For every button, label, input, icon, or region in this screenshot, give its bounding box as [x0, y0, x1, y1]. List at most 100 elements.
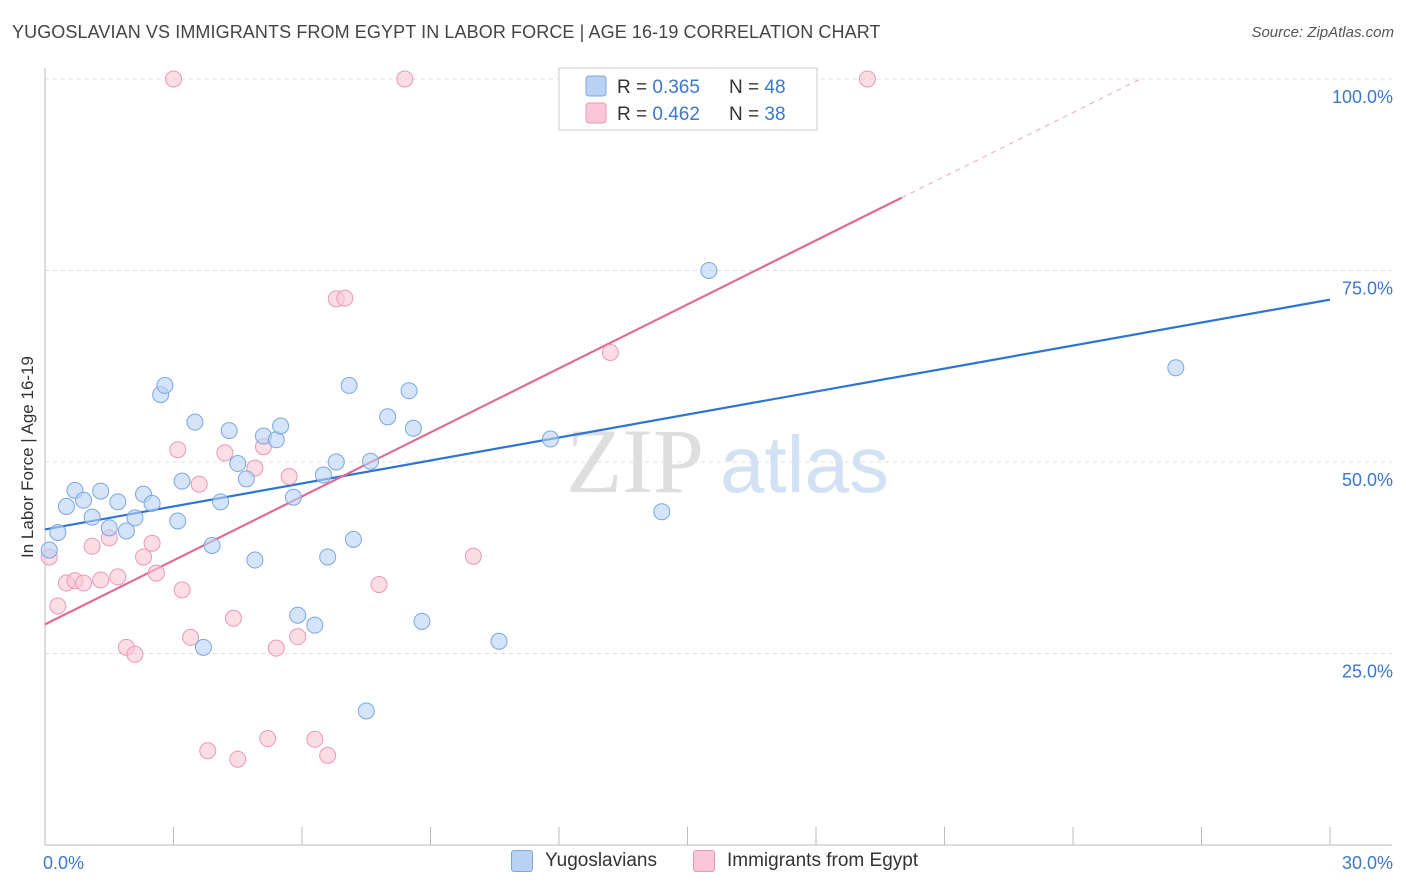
y-tick-label: 100.0% [1332, 87, 1393, 107]
svg-text:R = 0.365: R = 0.365 [617, 77, 700, 98]
watermark: ZIP atlas [566, 410, 889, 512]
egypt-point [75, 574, 93, 592]
yugoslavian-point [344, 530, 362, 548]
y-axis-label: In Labor Force | Age 16-19 [18, 356, 37, 558]
y-tick-label: 50.0% [1342, 470, 1393, 490]
svg-text:R = 0.462: R = 0.462 [617, 104, 700, 125]
yugoslavian-point [357, 702, 375, 720]
series-legend: Yugoslavians Immigrants from Egypt [0, 850, 1406, 880]
yugoslavian-point [653, 503, 671, 521]
y-tick-label: 25.0% [1342, 662, 1393, 682]
x-tick-label: 0.0% [43, 853, 84, 873]
egypt-point [190, 475, 208, 493]
y-tick-label: 75.0% [1342, 279, 1393, 299]
legend-n-value: 48 [764, 77, 785, 98]
legend-swatch-yugoslavians [511, 850, 533, 872]
egypt-point [109, 568, 127, 586]
legend-r-value: 0.462 [652, 104, 700, 125]
yugoslavian-point [362, 452, 380, 470]
legend-r-label: R = [617, 77, 652, 98]
chart-title: YUGOSLAVIAN VS IMMIGRANTS FROM EGYPT IN … [12, 22, 881, 42]
yugoslavian-point [169, 512, 187, 530]
legend-box: R = 0.365 N = 48 R = 0.462 N = 38 [558, 67, 818, 131]
egypt-point [464, 547, 482, 565]
legend-swatch-egypt [585, 102, 607, 124]
egypt-point [169, 441, 187, 459]
yugoslavian-point [57, 497, 75, 515]
yugoslavian-point [203, 536, 221, 554]
yugoslavian-point [229, 455, 247, 473]
egypt-point [306, 730, 324, 748]
legend-n-label: N = [729, 104, 764, 125]
trend-line-egypt [44, 196, 903, 626]
yugoslavian-point [237, 470, 255, 488]
yugoslavian-point [92, 482, 110, 500]
legend-swatch-yugoslavians [585, 75, 607, 97]
yugoslavian-point [40, 541, 58, 559]
yugoslavian-point [75, 491, 93, 509]
yugoslavian-point [379, 408, 397, 426]
yugoslavian-point [83, 508, 101, 526]
egypt-point [143, 534, 161, 552]
yugoslavian-point [541, 430, 559, 448]
yugoslavian-point [289, 606, 307, 624]
yugoslavian-point [400, 382, 418, 400]
yugoslavian-point [306, 616, 324, 634]
source-credit: Source: ZipAtlas.com [1251, 24, 1394, 41]
egypt-point [858, 70, 876, 88]
yugoslavian-point [272, 417, 290, 435]
yugoslavian-point [186, 413, 204, 431]
legend-r-label: R = [617, 104, 652, 125]
egypt-point [182, 628, 200, 646]
yugoslavian-point [284, 488, 302, 506]
egypt-point [601, 343, 619, 361]
x-tick-label: 30.0% [1342, 853, 1393, 873]
yugoslavian-point [340, 376, 358, 394]
egypt-point [229, 750, 247, 768]
egypt-point [165, 70, 182, 88]
yugoslavian-point [109, 493, 127, 511]
legend-swatch-egypt [693, 850, 715, 872]
egypt-point [92, 571, 110, 589]
egypt-point [396, 70, 414, 88]
yugoslavian-point [700, 262, 718, 279]
egypt-point [216, 444, 234, 462]
legend-item-egypt[interactable]: Immigrants from Egypt [693, 850, 918, 872]
yugoslavian-point [246, 551, 264, 569]
yugoslavian-point [100, 519, 118, 537]
yugoslavian-point [143, 494, 161, 512]
yugoslavian-point [490, 632, 508, 650]
yugoslavian-point [117, 522, 135, 540]
egypt-point [319, 746, 337, 764]
legend-item-yugoslavians[interactable]: Yugoslavians [511, 850, 657, 872]
egypt-point [280, 468, 298, 486]
legend-label-egypt: Immigrants from Egypt [727, 850, 919, 871]
egypt-point [259, 730, 277, 748]
watermark-atlas: atlas [720, 420, 889, 509]
watermark-zip: ZIP [566, 410, 704, 512]
svg-text:N = 38: N = 38 [729, 104, 786, 125]
yugoslavian-point [413, 612, 431, 630]
trend-line-yugoslavians [44, 298, 1331, 531]
egypt-point [224, 609, 242, 627]
legend-n-label: N = [729, 77, 764, 98]
yugoslavian-point [194, 638, 212, 656]
svg-text:N = 48: N = 48 [729, 77, 786, 98]
egypt-point [147, 564, 165, 582]
egypt-point [267, 639, 285, 657]
yugoslavian-point [327, 453, 345, 471]
yugoslavian-point [49, 523, 67, 541]
legend-label-yugoslavians: Yugoslavians [545, 850, 657, 871]
yugoslavian-point [173, 472, 191, 490]
egypt-point [289, 628, 307, 646]
yugoslavian-point [404, 419, 422, 437]
legend-r-value: 0.365 [652, 77, 700, 98]
egypt-point [49, 597, 67, 615]
grid-lines [45, 78, 1392, 654]
trend-line-egypt-extension [901, 78, 1141, 199]
yugoslavian-point [1167, 359, 1185, 377]
legend-n-value: 38 [764, 104, 785, 125]
yugoslavian-point [314, 466, 332, 484]
yugoslavian-point [319, 548, 337, 566]
